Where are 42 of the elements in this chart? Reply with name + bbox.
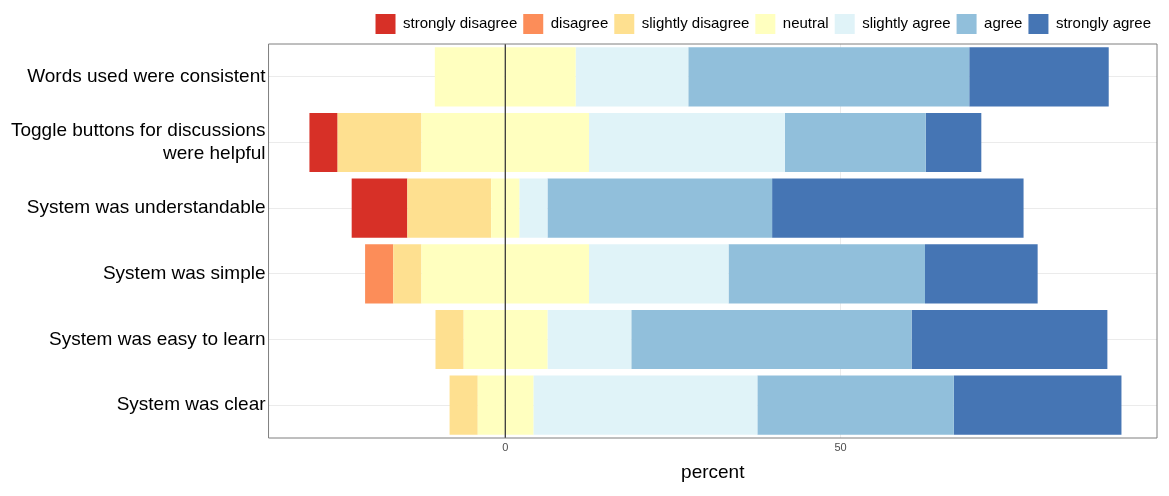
legend-label: slightly disagree	[641, 14, 750, 32]
bar	[589, 244, 729, 304]
bar	[969, 47, 1109, 107]
legend-label: neutral	[782, 14, 829, 32]
bar	[309, 112, 338, 173]
x-tick-label: 0	[502, 440, 509, 453]
bar	[407, 178, 492, 238]
y-tick-label: Toggle buttons for discussions were helpful	[10, 119, 266, 164]
bar	[688, 47, 970, 107]
bar	[449, 375, 478, 435]
y-tick-label: Words used were consistent	[27, 65, 267, 87]
bar	[953, 375, 1122, 435]
bar	[925, 112, 982, 173]
bar	[589, 112, 785, 173]
bar	[393, 244, 422, 304]
bar	[547, 309, 632, 370]
bar	[519, 178, 548, 238]
bar	[337, 112, 422, 173]
bar	[728, 244, 925, 304]
bar	[772, 178, 1024, 238]
y-tick-label: System was simple	[102, 262, 266, 284]
bar	[924, 244, 1038, 304]
legend-label: disagree	[550, 14, 609, 32]
bar	[631, 309, 912, 370]
legend-label: strongly agree	[1055, 14, 1152, 32]
legend-label: slightly agree	[862, 14, 951, 32]
x-tick-label: 50	[834, 440, 847, 453]
y-tick-label: System was clear	[116, 393, 267, 415]
legend-label: strongly disagree	[403, 14, 518, 32]
bar	[547, 178, 773, 238]
bar	[757, 375, 954, 435]
bar	[533, 375, 758, 435]
bar	[351, 178, 408, 238]
bar	[435, 309, 464, 370]
y-tick-label: System was easy to learn	[49, 327, 266, 349]
x-axis-title: percent	[681, 460, 746, 482]
bar	[911, 309, 1108, 370]
bar	[575, 47, 689, 107]
bar	[365, 244, 394, 304]
y-tick-label: System was understandable	[26, 196, 266, 218]
legend-label: agree	[984, 14, 1023, 32]
bar	[784, 112, 926, 173]
